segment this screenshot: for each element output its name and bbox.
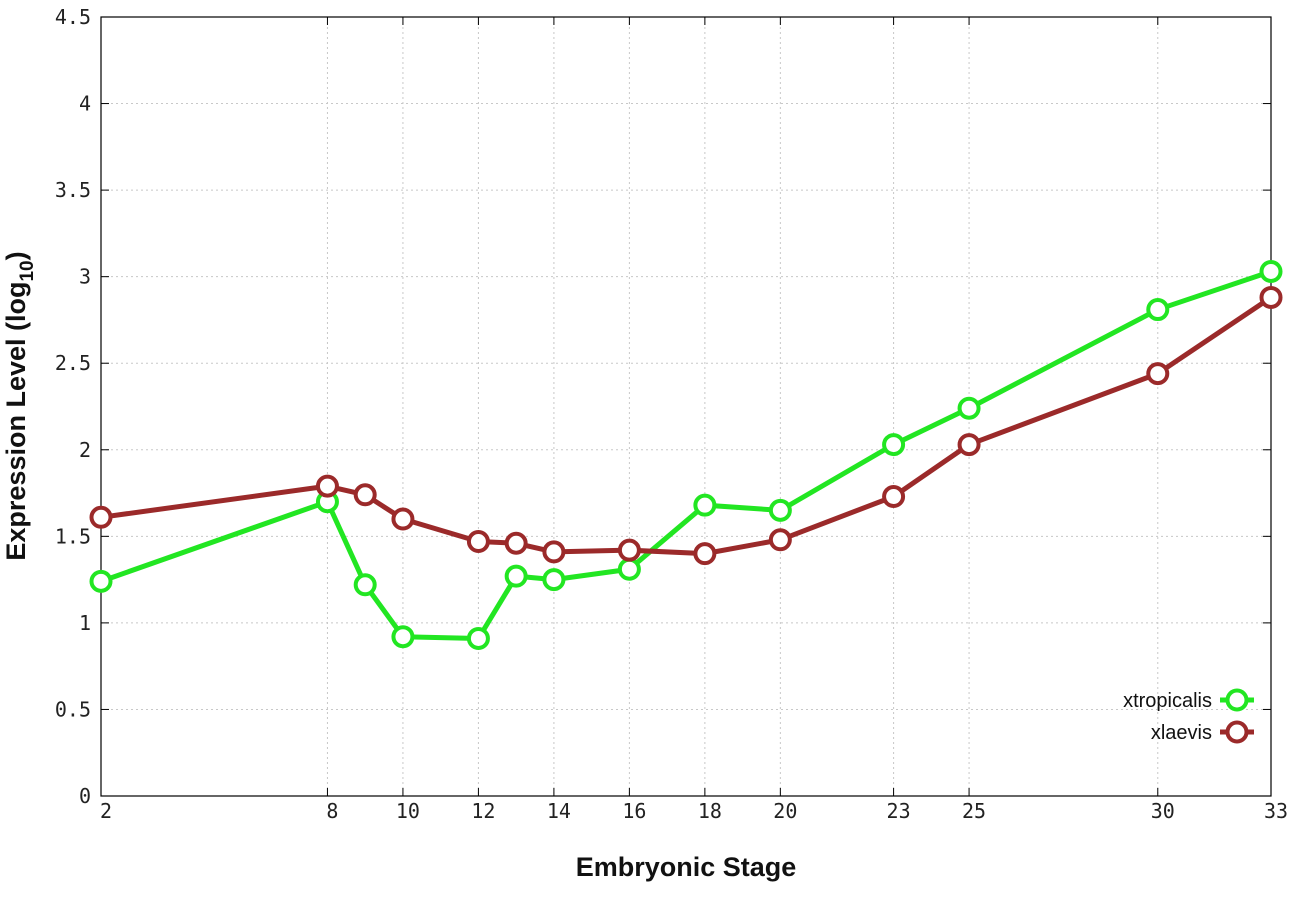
data-point-xlaevis [693, 542, 717, 566]
axis-ticks: 0 0.5 1 1.5 2 2.5 3 3.5 4 4.5 2 8 10 12 14 16 18 20 23 25 30… [55, 5, 1288, 823]
grid [101, 17, 1271, 796]
data-point-xlaevis [957, 433, 981, 457]
y-tick-label: 2 [79, 438, 91, 462]
y-axis-title-subscript: 10 [17, 260, 38, 281]
data-point-xtropicalis [617, 557, 641, 581]
data-point-xtropicalis [353, 573, 377, 597]
x-tick-label: 18 [698, 799, 722, 823]
y-tick-label: 1 [79, 611, 91, 635]
data-point-xtropicalis [89, 569, 113, 593]
data-point-xlaevis [882, 485, 906, 509]
series-layer [89, 259, 1283, 650]
y-axis-title: Expression Level (log10) [1, 251, 38, 560]
x-tick-label: 20 [773, 799, 797, 823]
y-axis-title-main: Expression Level (log [1, 282, 31, 561]
data-point-xlaevis [89, 505, 113, 529]
data-point-xtropicalis [957, 396, 981, 420]
plot-frame [100, 16, 1272, 797]
x-tick-label: 16 [622, 799, 646, 823]
data-point-xtropicalis [504, 564, 528, 588]
y-tick-label: 3.5 [55, 178, 91, 202]
y-tick-label: 0.5 [55, 697, 91, 721]
x-tick-label: 33 [1264, 799, 1288, 823]
x-tick-label: 30 [1151, 799, 1175, 823]
data-point-xlaevis [768, 528, 792, 552]
legend-label-xlaevis: xlaevis [1151, 722, 1212, 744]
x-tick-label: 23 [887, 799, 911, 823]
y-tick-label: 1.5 [55, 524, 91, 548]
data-point-xlaevis [504, 531, 528, 555]
data-point-xlaevis [391, 507, 415, 531]
data-point-xtropicalis [1259, 259, 1283, 283]
y-tick-label: 0 [79, 784, 91, 808]
data-point-xlaevis [466, 530, 490, 554]
y-axis-title-close: ) [1, 251, 31, 260]
y-tick-label: 2.5 [55, 351, 91, 375]
legend-label-xtropicalis: xtropicalis [1123, 690, 1212, 712]
y-tick-label: 4.5 [55, 5, 91, 29]
data-point-xlaevis [1259, 285, 1283, 309]
legend-marker-xtropicalis [1225, 688, 1249, 712]
x-tick-label: 2 [100, 799, 112, 823]
data-point-xlaevis [353, 483, 377, 507]
x-axis-title: Embryonic Stage [576, 852, 797, 882]
x-tick-label: 14 [547, 799, 571, 823]
data-point-xtropicalis [542, 568, 566, 592]
x-tick-label: 8 [326, 799, 338, 823]
series-line-xtropicalis [100, 269, 1272, 641]
legend: xtropicalis xlaevis [1123, 688, 1254, 744]
data-point-xtropicalis [466, 626, 490, 650]
legend-marker-xlaevis [1225, 720, 1249, 744]
series-line-xlaevis [100, 295, 1273, 557]
data-point-xlaevis [617, 538, 641, 562]
data-point-xtropicalis [768, 498, 792, 522]
x-tick-label: 10 [396, 799, 420, 823]
data-point-xtropicalis [1146, 298, 1170, 322]
data-point-xtropicalis [693, 493, 717, 517]
data-point-xtropicalis [391, 625, 415, 649]
y-tick-label: 4 [79, 92, 91, 116]
data-point-xlaevis [1146, 362, 1170, 386]
x-tick-label: 12 [471, 799, 495, 823]
data-point-xlaevis [315, 474, 339, 498]
data-point-xtropicalis [882, 433, 906, 457]
data-point-xlaevis [542, 540, 566, 564]
y-tick-label: 3 [79, 265, 91, 289]
x-tick-label: 25 [962, 799, 986, 823]
